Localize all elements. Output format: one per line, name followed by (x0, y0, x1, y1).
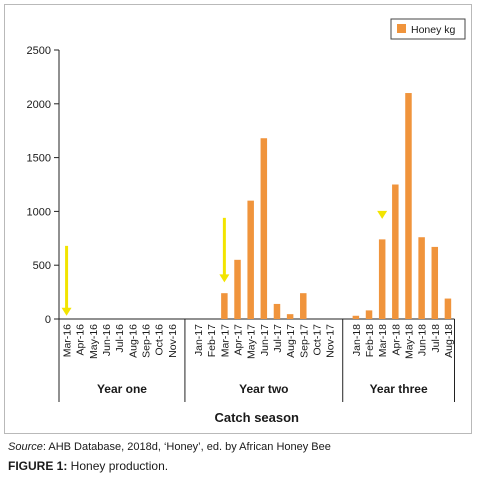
bar (392, 184, 399, 319)
bar (378, 239, 386, 319)
y-tick-label: 1000 (27, 206, 51, 218)
x-axis-title: Catch season (214, 410, 299, 425)
bar (273, 303, 281, 319)
y-tick-label: 500 (33, 260, 51, 272)
bar (352, 315, 360, 319)
group-label: Year two (239, 382, 288, 396)
x-tick-label: Mar-17 (219, 324, 231, 357)
x-tick-label: May-17 (246, 324, 258, 359)
bar (444, 298, 452, 319)
x-tick-label: Jul-17 (272, 324, 284, 353)
x-tick-label: Jan-18 (351, 324, 363, 356)
x-tick-label: Aug-17 (285, 324, 297, 358)
annotation-arrow-head (61, 307, 72, 316)
legend-box (390, 18, 466, 40)
x-tick-label: Apr-17 (233, 324, 245, 356)
x-tick-label: Apr-18 (390, 324, 402, 356)
bar (260, 138, 268, 319)
bar (365, 310, 373, 319)
source-caption: Source: AHB Database, 2018d, ‘Honey’, ed… (8, 441, 331, 453)
y-tick-label: 2500 (27, 45, 51, 57)
x-tick-label: Oct-16 (154, 324, 166, 356)
group-label: Year one (97, 382, 147, 396)
source-text: : AHB Database, 2018d, ‘Honey’, ed. by A… (42, 441, 331, 453)
bar (234, 259, 241, 319)
x-tick-label: Nov-16 (167, 324, 179, 358)
bar (300, 293, 307, 319)
x-tick-label: Mar-16 (62, 324, 74, 357)
x-tick-label: Sep-17 (298, 324, 310, 358)
legend-label: Honey kg (411, 24, 456, 36)
annotation-arrow-head (377, 210, 388, 219)
x-tick-label: Nov-17 (325, 324, 337, 358)
y-tick-label: 1500 (27, 153, 51, 165)
annotation-arrow-head (219, 274, 230, 283)
x-tick-label: Jun-16 (101, 324, 113, 356)
bar (221, 293, 228, 319)
y-tick-label: 0 (45, 314, 51, 326)
x-tick-label: Sep-16 (140, 324, 152, 358)
source-label: Source (8, 441, 43, 453)
bar (405, 93, 412, 319)
x-tick-label: Jun-17 (259, 324, 271, 356)
bar (286, 314, 294, 319)
y-tick-label: 2000 (27, 99, 51, 111)
x-tick-label: May-16 (88, 324, 100, 359)
x-tick-label: Oct-17 (311, 324, 323, 356)
bar (418, 237, 425, 319)
x-tick-label: Feb-17 (206, 324, 218, 357)
chart-frame: 0 500 1000 1500 2000 2500 Mar-16 Apr-16 May-16 Ju… (4, 4, 472, 434)
figure-text: Honey production. (67, 459, 169, 473)
group-label: Year three (370, 382, 428, 396)
x-tick-label: Feb-18 (364, 324, 376, 357)
x-tick-label: Apr-16 (75, 324, 87, 356)
x-tick-label: Aug-18 (443, 324, 455, 358)
legend-swatch (397, 24, 406, 33)
x-tick-label: Jun-18 (417, 324, 429, 356)
bar (431, 246, 439, 319)
x-tick-label: Jan-17 (193, 324, 205, 356)
x-tick-label: May-18 (403, 324, 415, 359)
figure-caption: FIGURE 1: Honey production. (8, 459, 168, 473)
figure-label: FIGURE 1: (8, 459, 68, 473)
x-tick-label: Jul-16 (114, 324, 126, 353)
x-tick-label: Jul-18 (430, 324, 442, 353)
x-tick-label: Aug-16 (127, 324, 139, 358)
x-tick-label: Mar-18 (377, 324, 389, 357)
bar (247, 200, 254, 319)
